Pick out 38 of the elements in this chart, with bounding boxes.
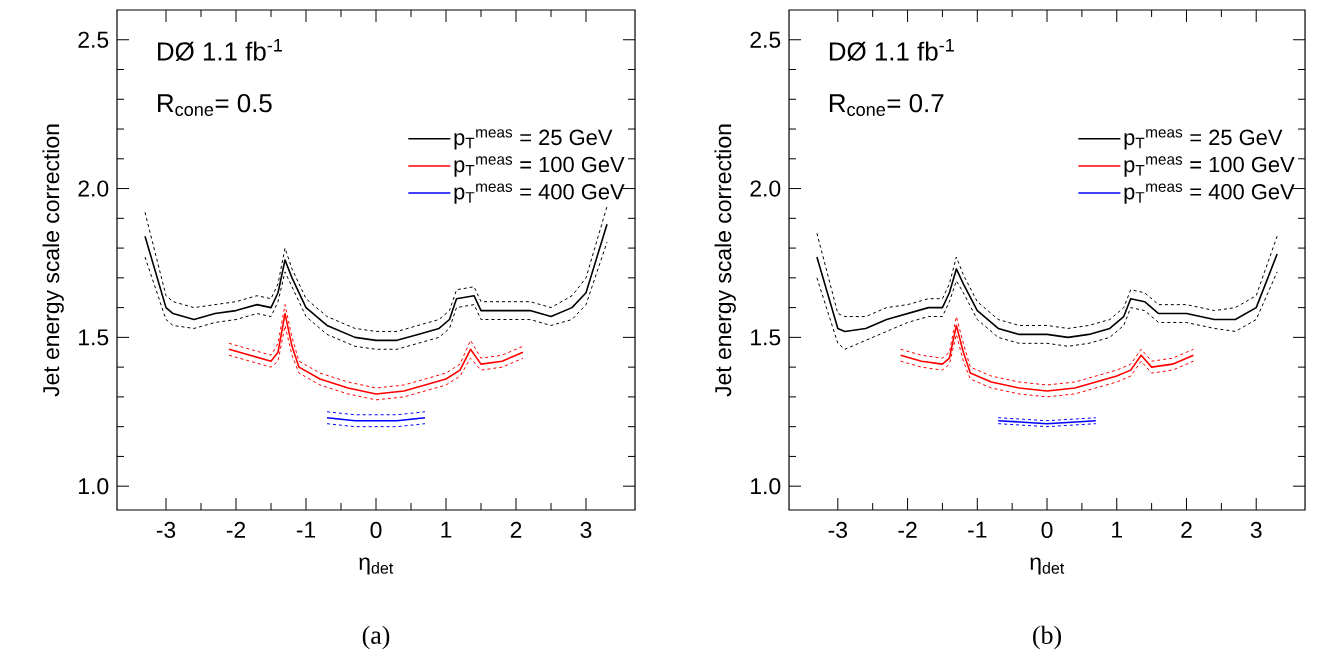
x-axis-title: η$_{det}$ [359, 557, 394, 575]
legend-label: p$_{T}$$^{meas}$ = 25 GeV [1124, 129, 1283, 150]
y-tick-label: 2.5 [78, 31, 109, 48]
legend-label: p$_{T}$$^{meas}$ = 400 GeV [454, 183, 625, 204]
legend-label: p$_{T}$$^{meas}$ = 100 GeV [454, 156, 625, 177]
x-tick-label: 2 [1181, 521, 1192, 538]
text: (a) [362, 625, 390, 650]
x-tick-label: -1 [968, 521, 987, 538]
y-axis-title: Jet energy scale correction [42, 124, 64, 397]
y-tick-label: 2.0 [78, 180, 109, 197]
y-axis-title: Jet energy scale correction [714, 124, 736, 397]
y-tick-label: 1.0 [79, 478, 109, 495]
x-tick-label: 0 [1041, 521, 1053, 539]
x-tick-label: 0 [370, 521, 382, 539]
y-tick-label: 2.5 [750, 31, 781, 48]
y-tick-label: 1.5 [79, 329, 109, 346]
x-tick-label: -3 [828, 521, 848, 539]
annotation: DØ 1.1 fb$^{-1}$ [158, 38, 283, 62]
x-axis-title: η$_{det}$ [1030, 557, 1065, 575]
annotation: R$_{cone}$= 0.7 [829, 93, 944, 116]
text: (b) [1033, 625, 1061, 650]
x-tick-label: -2 [898, 521, 917, 538]
x-tick-label: -2 [226, 521, 246, 538]
annotation: R$_{cone}$= 0.5 [158, 93, 272, 116]
x-tick-label: -1 [296, 521, 316, 538]
x-tick-label: 1 [1112, 521, 1123, 538]
x-tick-label: 3 [580, 521, 592, 539]
x-tick-label: 3 [1250, 521, 1262, 539]
x-tick-label: -3 [156, 521, 176, 539]
legend-label: p$_{T}$$^{meas}$ = 100 GeV [1124, 156, 1295, 177]
legend-label: p$_{T}$$^{meas}$ = 400 GeV [1124, 183, 1295, 204]
x-tick-label: 1 [441, 521, 452, 538]
y-tick-label: 1.0 [751, 478, 781, 495]
y-tick-label: 2.0 [750, 180, 781, 197]
annotation: DØ 1.1 fb$^{-1}$ [829, 38, 954, 62]
x-tick-label: 2 [510, 521, 522, 538]
legend-label: p$_{T}$$^{meas}$ = 25 GeV [454, 129, 613, 150]
y-tick-label: 1.5 [751, 329, 781, 346]
